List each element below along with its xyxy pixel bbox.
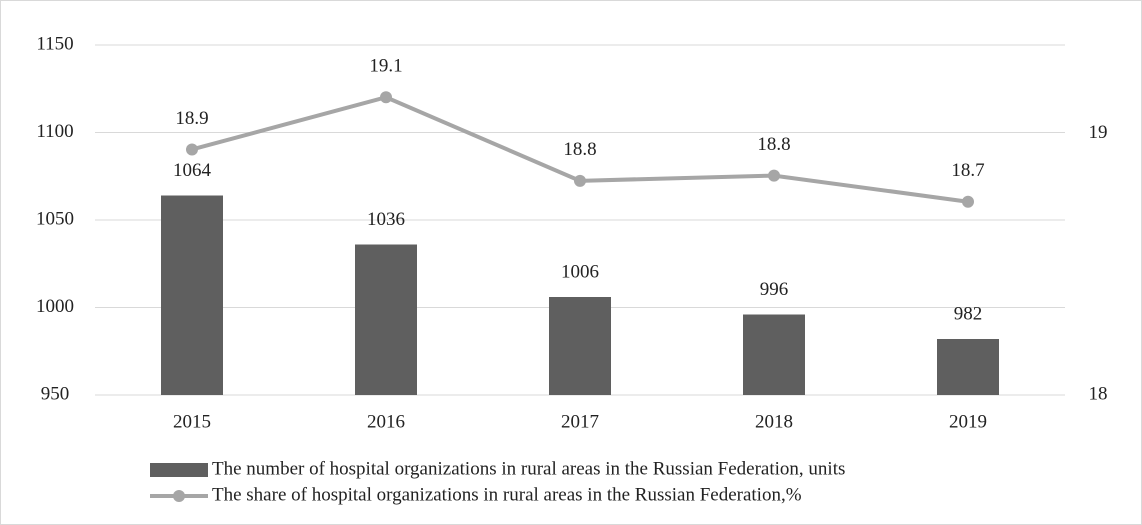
- y-tick-label: 1000: [36, 296, 74, 317]
- legend-label: The number of hospital organizations in …: [212, 458, 845, 479]
- x-tick-label: 2018: [755, 411, 793, 432]
- data-label: 18.7: [951, 160, 984, 181]
- data-label: 18.8: [563, 139, 596, 160]
- line-marker: [962, 195, 974, 208]
- line-marker: [768, 169, 780, 182]
- x-tick-label: 2019: [949, 411, 987, 432]
- y-tick-label: 1050: [36, 208, 74, 229]
- y-tick-label: 1150: [36, 33, 73, 54]
- legend-swatch: [173, 490, 185, 502]
- data-label: 1006: [561, 261, 599, 282]
- data-label: 996: [760, 279, 789, 300]
- line-marker: [574, 174, 586, 187]
- bar: [355, 244, 417, 395]
- line-marker: [380, 91, 392, 104]
- x-tick-label: 2017: [561, 411, 599, 432]
- data-label: 1064: [173, 160, 212, 181]
- bar: [161, 195, 223, 395]
- y2-tick-label: 19: [1089, 122, 1108, 143]
- bar: [743, 314, 805, 395]
- data-label: 1036: [367, 209, 405, 230]
- data-label: 18.9: [175, 108, 208, 129]
- y-tick-label: 1100: [36, 121, 73, 142]
- x-tick-label: 2015: [173, 411, 211, 432]
- legend-label: The share of hospital organizations in r…: [212, 484, 802, 505]
- legend-swatch: [150, 463, 208, 477]
- bar: [549, 297, 611, 395]
- x-tick-label: 2016: [367, 411, 405, 432]
- bar: [937, 339, 999, 395]
- data-label: 982: [954, 303, 983, 324]
- data-label: 18.8: [757, 134, 790, 155]
- y-tick-label: 950: [41, 383, 70, 404]
- y2-tick-label: 18: [1089, 383, 1108, 404]
- data-label: 19.1: [369, 56, 402, 77]
- line-marker: [186, 143, 198, 156]
